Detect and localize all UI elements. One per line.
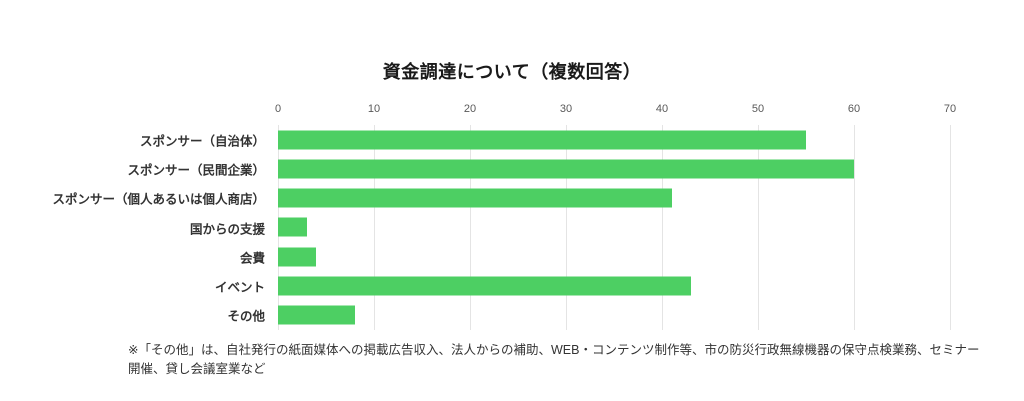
x-axis-tick-label: 10 (367, 103, 381, 115)
category-label: 会費 (239, 251, 265, 266)
plot-area: 0 10 20 30 40 50 60 70 (275, 103, 956, 330)
x-axis-tick-label: 60 (847, 103, 861, 115)
category-label: その他 (227, 309, 265, 324)
bar (278, 217, 307, 237)
category-label: スポンサー（個人あるいは個人商店） (52, 192, 265, 207)
bar-row (278, 154, 950, 183)
x-axis-tick-label: 0 (274, 103, 282, 115)
gridline (374, 125, 375, 330)
footnote-line: 開催、貸し会議室業など (128, 361, 266, 376)
category-label: イベント (214, 280, 265, 295)
x-axis-tick-label: 70 (943, 103, 957, 115)
bar (278, 247, 317, 267)
bar (278, 130, 806, 150)
gridline (566, 125, 567, 330)
bar (278, 305, 355, 325)
gridline (854, 125, 855, 330)
footnote: ※「その他」は、自社発行の紙面媒体への掲載広告収入、法人からの補助、WEB・コン… (128, 341, 979, 378)
bar (278, 159, 854, 179)
x-axis-tick-label: 30 (559, 103, 573, 115)
bar-row (278, 271, 950, 300)
x-axis-tick-label: 20 (463, 103, 477, 115)
footnote-line: ※「その他」は、自社発行の紙面媒体への掲載広告収入、法人からの補助、WEB・コン… (128, 343, 980, 357)
category-label: 国からの支援 (189, 222, 265, 236)
category-labels-column: スポンサー（自治体） スポンサー（民間企業） スポンサー（個人あるいは個人商店） 国か… (0, 125, 265, 330)
chart-title: 資金調達について（複数回答） (382, 62, 642, 82)
gridline (662, 125, 663, 330)
bar-row (278, 301, 950, 330)
bar-row (278, 213, 950, 242)
category-label: スポンサー（自治体） (139, 134, 265, 149)
bar (278, 276, 691, 296)
x-axis-tick-label: 50 (751, 103, 765, 115)
category-label: スポンサー（民間企業） (127, 163, 265, 178)
gridline (470, 125, 471, 330)
bar-row (278, 184, 950, 213)
gridline (950, 125, 951, 330)
bar-row (278, 242, 950, 271)
bar (278, 188, 672, 208)
bar-row (278, 125, 950, 154)
gridline (758, 125, 759, 330)
x-axis-tick-label: 40 (655, 103, 669, 115)
